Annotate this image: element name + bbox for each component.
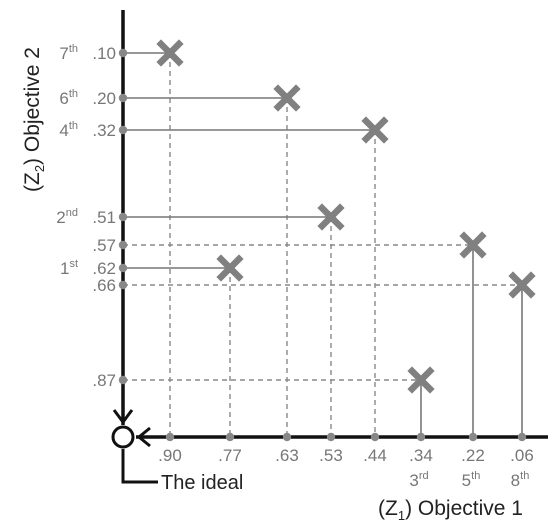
x-tick-dot [165,432,175,442]
y-tick-label: .87 [92,371,116,390]
y-rank-label-1st: 1st [60,258,78,278]
y-tick-label: .20 [92,89,116,108]
y-tick-dot [118,212,128,222]
x-tick-dot [468,432,478,442]
y-rank-label-7th: 7th [59,43,78,63]
marker-stroke [317,203,345,231]
y-axis-title-open: (Z [21,172,44,192]
marker-stroke [156,39,184,67]
y-tick-dot [118,263,128,273]
x-tick-dot [225,432,235,442]
connector-lines [123,52,523,437]
solution-marker-6th [273,84,301,112]
solution-marker-8th [508,271,536,299]
y-tick-dot [118,240,128,250]
solution-markers [156,39,536,394]
y-tick-label: .10 [92,44,116,63]
x-tick-dot [416,432,426,442]
y-tick-dot [118,375,128,385]
y-tick-label: .66 [92,276,116,295]
y-tick-label: .32 [92,121,116,140]
x-tick-label: .34 [409,446,433,465]
x-rank-label-8th: 8th [511,470,530,490]
marker-stroke [459,231,487,259]
x-tick-label: .77 [218,446,242,465]
y-rank-label-2nd: 2nd [56,207,78,227]
marker-stroke [216,254,244,282]
y-rank-label-4th: 4th [59,120,78,140]
y-tick-dot [118,48,128,58]
tick-marks: .90 .77 .63 .53 .44 .34 .22 .06 .10 .20 .32 .51 .57.… [92,44,533,465]
x-rank-label-3rd: 3rd [409,470,428,490]
solution-marker-1st [216,254,244,282]
ideal-label: The ideal [161,472,243,494]
x-axis-title-subscript: 1 [398,508,405,523]
x-tick-label: .22 [461,446,485,465]
x-tick-label: .53 [319,446,343,465]
y-tick-dot [118,93,128,103]
solution-marker-5th [459,231,487,259]
y-tick-dot [118,125,128,135]
solution-marker-7th [156,39,184,67]
marker-stroke [273,84,301,112]
ideal-pointer-line [121,449,158,484]
x-axis-title-close: ) Objective 1 [405,497,523,520]
y-tick-dot [118,280,128,290]
y-axis-title-close: ) Objective 2 [21,47,44,165]
marker-stroke [407,366,435,394]
x-axis-title: (Z1) Objective 1 [378,497,523,523]
y-rank-label-6th: 6th [59,88,78,108]
y-tick-label: .62 [92,259,116,278]
x-tick-label: .63 [275,446,299,465]
y-axis-title: (Z2) Objective 2 [21,47,47,192]
x-rank-label-5th: 5th [462,470,481,490]
x-tick-label: .06 [510,446,534,465]
x-tick-dot [282,432,292,442]
y-tick-label: .51 [92,208,116,227]
x-tick-label: .44 [363,446,387,465]
rank-labels: 7th 6th 4th 2nd 1st 3rd 5th 8th [56,43,529,490]
x-tick-label: .90 [158,446,182,465]
y-tick-label: .57 [92,236,116,255]
marker-stroke [508,271,536,299]
y-axis-title-subscript: 2 [32,165,47,172]
x-tick-dot [517,432,527,442]
solution-marker-4th [361,116,389,144]
solution-marker-3rd [407,366,435,394]
x-tick-dot [370,432,380,442]
y-axis-arrowhead [112,409,134,425]
solution-marker-2nd [317,203,345,231]
x-tick-dot [326,432,336,442]
ideal-point-circle [111,425,135,449]
marker-stroke [361,116,389,144]
x-axis-title-open: (Z [378,497,398,520]
x-axis-arrowhead [136,426,151,448]
